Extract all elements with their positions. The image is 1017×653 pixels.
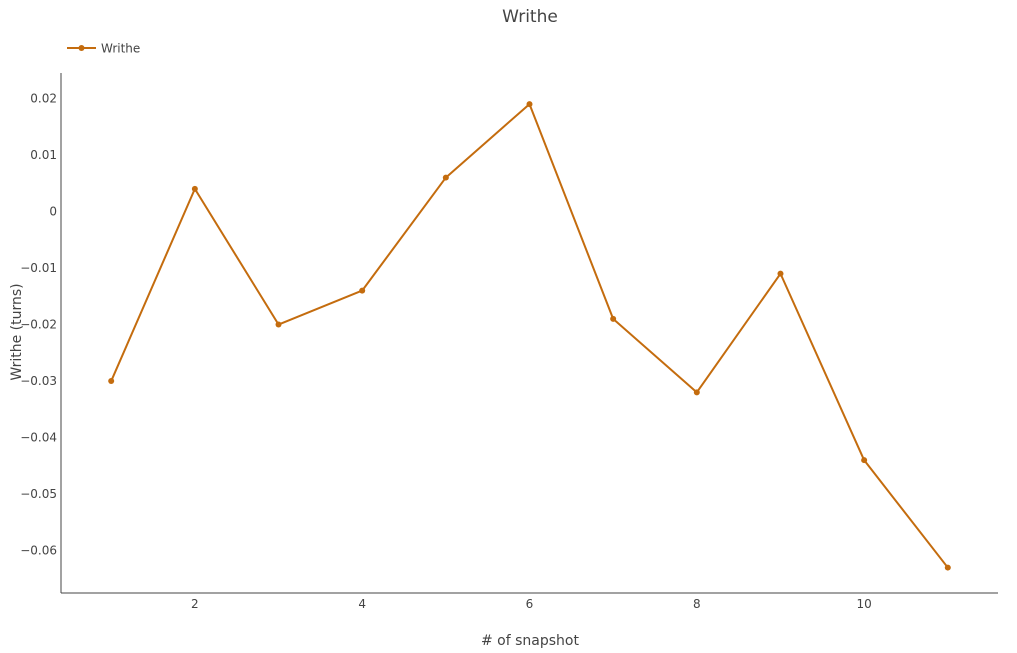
chart-title: Writhe <box>502 7 558 27</box>
data-point[interactable] <box>861 457 868 464</box>
series-line <box>110 103 949 569</box>
y-tick-label: 0.01 <box>30 148 57 162</box>
data-point[interactable] <box>191 185 198 192</box>
y-tick-label: −0.02 <box>20 318 57 332</box>
y-tick-label: −0.05 <box>20 487 57 501</box>
x-tick-label: 6 <box>526 597 534 611</box>
data-point[interactable] <box>526 101 533 108</box>
y-tick-label: −0.04 <box>20 431 57 445</box>
x-axis-label: # of snapshot <box>481 633 579 649</box>
data-point[interactable] <box>442 174 449 181</box>
data-point[interactable] <box>610 315 617 322</box>
legend-label: Writhe <box>101 42 140 56</box>
data-point[interactable] <box>777 270 784 277</box>
series-layer <box>108 101 951 571</box>
y-axis-ticks: 0.02 0.01 0 −0.01 −0.02 −0.03 −0.04 −0.05 −0.06 <box>20 91 57 557</box>
x-tick-label: 4 <box>358 597 366 611</box>
data-point[interactable] <box>275 321 282 328</box>
y-tick-label: −0.03 <box>20 374 57 388</box>
y-axis-label: Writhe (turns) <box>9 283 25 380</box>
x-axis-ticks: 2 4 6 8 10 <box>191 597 872 611</box>
data-point[interactable] <box>359 287 366 294</box>
y-tick-label: −0.06 <box>20 544 57 558</box>
legend[interactable]: Writhe <box>67 42 140 56</box>
legend-marker-swatch <box>78 45 85 51</box>
y-tick-label: 0 <box>49 204 57 218</box>
x-tick-label: 10 <box>857 597 872 611</box>
y-tick-label: 0.02 <box>30 91 57 105</box>
x-tick-label: 8 <box>693 597 701 611</box>
x-tick-label: 2 <box>191 597 199 611</box>
y-tick-label: −0.01 <box>20 261 57 275</box>
data-point[interactable] <box>944 564 951 571</box>
data-point[interactable] <box>693 389 700 396</box>
data-point[interactable] <box>108 378 115 385</box>
